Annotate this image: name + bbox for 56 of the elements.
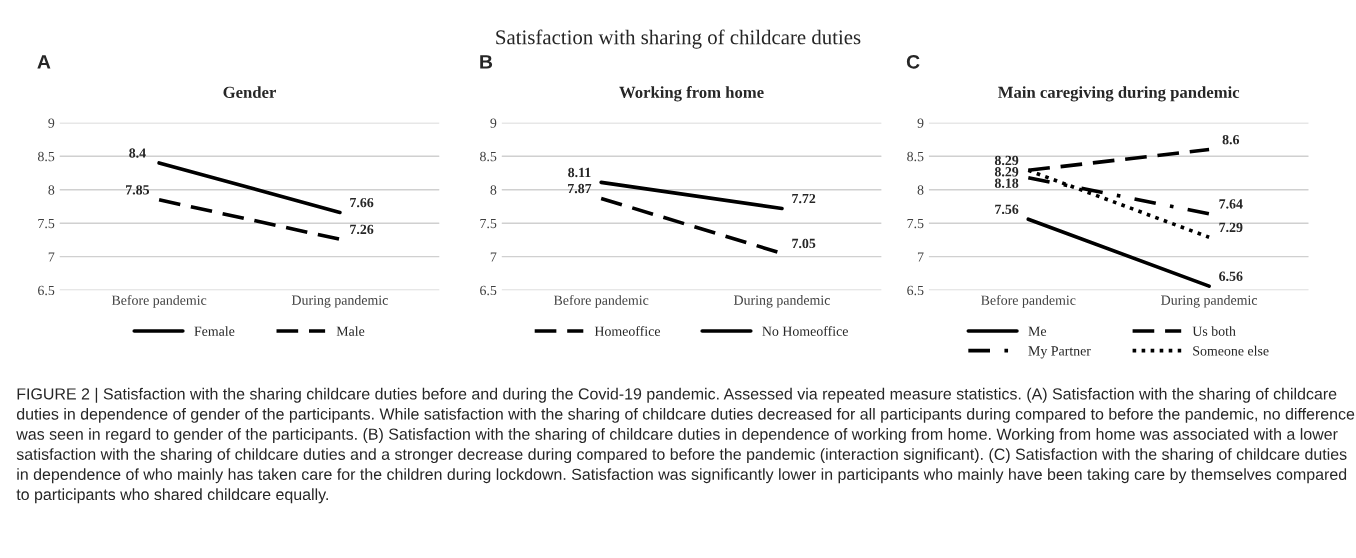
- caption: FIGURE 2 | Satisfaction with the sharing childcare duties before and during the Covid-19 pandemic. Assessed via repeated measure statistics. (A) Satisfaction with the sharing of childcare duties in dependence of gender of the participants. While satisfaction with the sharing of childcare duties decreased for all participants during compared to before the pandemic, no difference was seen in regard to gender of the participants. (B) Satisfaction with the sharing of childcare duties in dependence of working from home. Working from home was associated with a lower satisfaction with the sharing of childcare duties and a stronger decrease during compared to before the pandemic (interaction significant). (C) Satisfaction with the sharing of childcare duties in dependence of who mainly has taken care for the children during lockdown. Satisfaction was significantly lower in participants who mainly have been taking care by themselves compared to participants who shared childcare equally.: [16, 387, 1355, 504]
- x-tick-label: Before pandemic: [981, 295, 1076, 308]
- y-tick-label: 8.5: [907, 151, 924, 162]
- legend-label: Male: [336, 326, 365, 336]
- chart-title: Gender: [223, 86, 276, 98]
- data-label: 7.05: [792, 238, 816, 249]
- y-tick-label: 7: [48, 252, 55, 262]
- data-label: 6.56: [1219, 271, 1243, 281]
- data-label: 8.6: [1222, 134, 1240, 145]
- data-label: 7.87: [568, 183, 592, 194]
- y-tick-label: 8: [490, 185, 497, 195]
- text: A: [37, 55, 51, 69]
- data-label: 7.56: [995, 204, 1019, 215]
- chart-title: Main caregiving during pandemic: [998, 86, 1240, 102]
- data-label: 7.72: [792, 193, 816, 204]
- y-tick-label: 9: [48, 118, 55, 128]
- data-label: 8.18: [994, 178, 1019, 188]
- x-tick-label: During pandemic: [291, 295, 388, 308]
- chart-title: Working from home: [619, 86, 764, 102]
- y-tick-label: 6.5: [38, 285, 55, 296]
- x-tick-label: During pandemic: [733, 295, 830, 308]
- y-tick-label: 8: [917, 185, 924, 195]
- legend-label: My Partner: [1028, 346, 1091, 359]
- legend-label: Female: [194, 326, 235, 336]
- y-tick-label: 6.5: [907, 285, 924, 296]
- data-label: 7.64: [1219, 199, 1243, 209]
- data-label: 7.85: [126, 185, 150, 195]
- text: C: [906, 54, 920, 69]
- y-tick-label: 9: [917, 118, 924, 128]
- legend-label: Me: [1028, 326, 1047, 336]
- data-label: 8.29: [994, 167, 1019, 177]
- y-tick-label: 7.5: [38, 218, 55, 229]
- y-tick-label: 7: [917, 252, 924, 262]
- data-label: 7.29: [1219, 222, 1243, 233]
- legend-label: Homeoffice: [594, 326, 661, 336]
- legend-label: No Homeoffice: [762, 326, 848, 336]
- y-tick-label: 6.5: [480, 285, 497, 296]
- x-tick-label: Before pandemic: [553, 295, 649, 308]
- data-label: 8.11: [568, 167, 591, 178]
- data-label: 8.4: [129, 148, 146, 158]
- legend-label: Someone else: [1193, 345, 1269, 356]
- data-label: 7.26: [350, 224, 374, 235]
- text: B: [480, 55, 493, 69]
- y-tick-label: 7: [490, 252, 497, 262]
- text: Satisfaction with sharing of childcare duties: [496, 29, 861, 49]
- x-tick-label: During pandemic: [1161, 295, 1258, 308]
- x-tick-label: Before pandemic: [111, 295, 207, 308]
- y-tick-label: 7.5: [907, 218, 924, 229]
- data-label: 8.29: [994, 155, 1019, 166]
- y-tick-label: 9: [490, 118, 497, 128]
- y-tick-label: 8.5: [480, 151, 497, 162]
- data-label: 7.66: [350, 197, 374, 208]
- y-tick-label: 8: [48, 185, 55, 195]
- y-tick-label: 7.5: [480, 218, 497, 229]
- legend-label: Us both: [1192, 326, 1236, 336]
- y-tick-label: 8.5: [37, 151, 55, 162]
